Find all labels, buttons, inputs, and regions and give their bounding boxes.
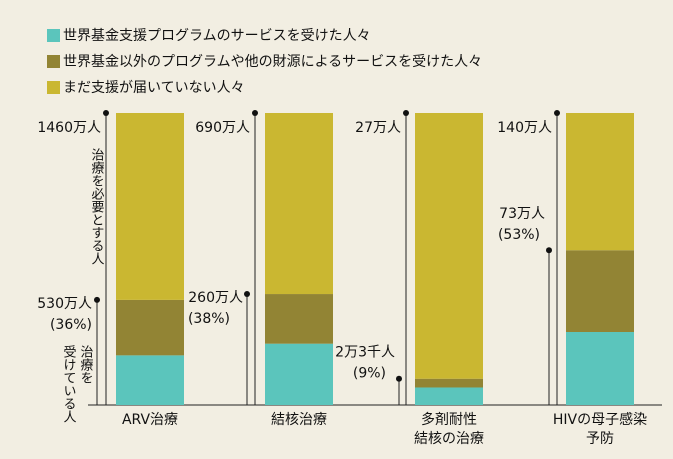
total-label: 690万人 — [195, 120, 250, 136]
total-dot — [252, 110, 258, 116]
treated-pct-label: (36%) — [50, 317, 92, 333]
bar-segment — [116, 355, 184, 405]
treated-label: 530万人 — [37, 296, 92, 312]
treated-pct-label: (9%) — [353, 366, 386, 382]
bar-segment — [566, 250, 634, 332]
category-label: 多剤耐性 結核の治療 — [414, 412, 484, 447]
legend-swatch — [47, 55, 60, 68]
legend-swatch — [47, 29, 60, 42]
treated-dot — [546, 247, 552, 254]
bar-segment — [566, 332, 634, 405]
bar-segment — [116, 113, 184, 300]
category-label: ARV治療 — [121, 412, 179, 428]
category-label: 結核治療 — [271, 412, 327, 428]
bar-segment — [415, 113, 483, 379]
total-dot — [403, 110, 409, 116]
total-label: 27万人 — [355, 120, 401, 136]
treated-label: 73万人 — [499, 206, 545, 222]
treated-pct-label: (38%) — [188, 311, 230, 327]
treated-pct-label: (53%) — [498, 227, 540, 243]
bar-segment — [415, 387, 483, 405]
legend-label: 世界基金以外のプログラムや他の財源によるサービスを受けた人々 — [63, 53, 482, 70]
treated-dot — [94, 296, 100, 303]
annotation: 治療を — [78, 345, 94, 384]
annotation: 治療を必要とする人 — [89, 148, 105, 265]
bar-segment — [265, 294, 333, 344]
total-label: 140万人 — [497, 120, 552, 136]
total-dot — [554, 110, 560, 116]
treated-label: 260万人 — [188, 290, 243, 306]
bar-segment — [265, 343, 333, 405]
legend-swatch — [47, 81, 60, 94]
treated-label: 2万3千人 — [335, 345, 395, 361]
total-label: 1460万人 — [37, 120, 101, 136]
bar-segment — [116, 299, 184, 356]
bar-segment — [265, 113, 333, 295]
bar-segment — [566, 113, 634, 251]
bar-segment — [415, 378, 483, 388]
total-dot — [103, 110, 109, 116]
legend-label: 世界基金支援プログラムのサービスを受けた人々 — [63, 27, 371, 44]
treated-dot — [244, 291, 250, 298]
annotation: 受けている人 — [61, 345, 77, 423]
legend-label: まだ支援が届いていない人々 — [63, 80, 245, 96]
category-label: HIVの母子感染 予防 — [552, 412, 648, 447]
treated-dot — [396, 375, 402, 382]
